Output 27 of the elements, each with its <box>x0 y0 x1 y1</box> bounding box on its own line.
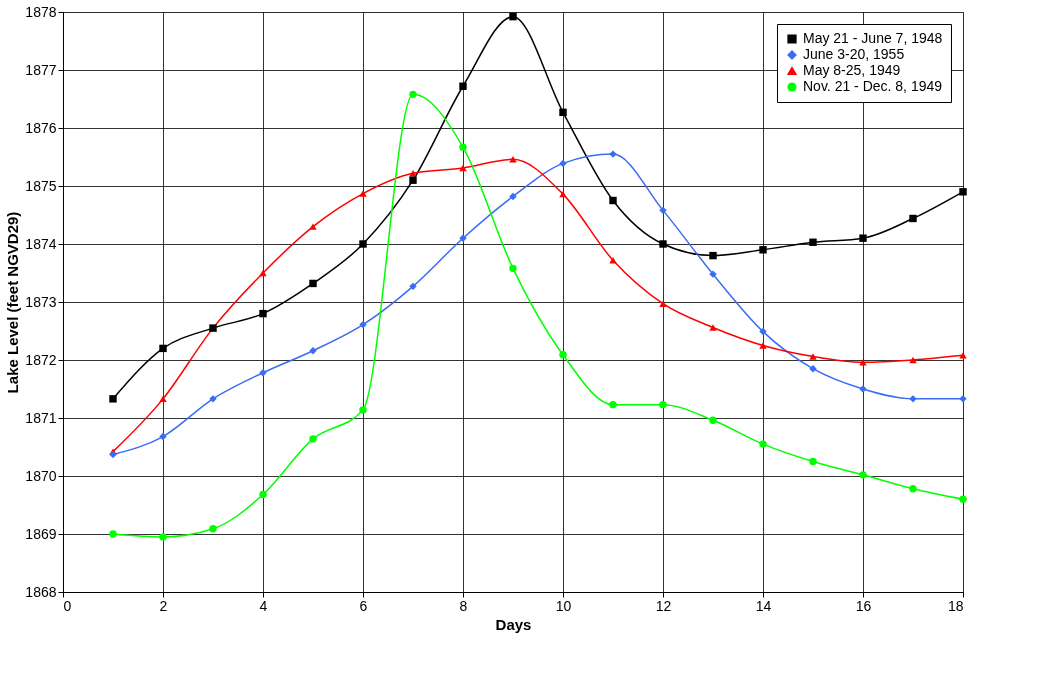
x-tick-label: 12 <box>655 597 672 614</box>
y-tick-label: 1874 <box>25 235 57 252</box>
x-tick-label: 6 <box>359 597 368 614</box>
x-axis-title: Days <box>495 615 532 633</box>
legend-label: May 8-25, 1949 <box>803 62 901 78</box>
legend-label: June 3-20, 1955 <box>803 46 905 62</box>
x-tick-label: 4 <box>259 597 268 614</box>
x-tick-label: 2 <box>159 597 168 614</box>
y-tick-label: 1876 <box>25 119 57 136</box>
legend-label: Nov. 21 - Dec. 8, 1949 <box>803 78 943 94</box>
x-tick-label: 16 <box>855 597 872 614</box>
y-tick-label: 1871 <box>25 409 57 426</box>
y-tick-label: 1875 <box>25 177 57 194</box>
x-tick-label: 14 <box>755 597 772 614</box>
y-tick-label: 1877 <box>25 61 57 78</box>
x-tick-label: 18 <box>947 597 964 614</box>
y-tick-label: 1870 <box>25 467 57 484</box>
legend-label: May 21 - June 7, 1948 <box>803 30 943 46</box>
y-tick-label: 1869 <box>25 525 57 542</box>
x-tick-label: 8 <box>459 597 468 614</box>
y-tick-label: 1872 <box>25 351 57 368</box>
y-tick-label: 1868 <box>25 583 57 600</box>
x-tick-label: 10 <box>555 597 572 614</box>
y-axis-title: Lake Level (feet NGVD29) <box>4 211 22 394</box>
x-tick-label: 0 <box>63 597 72 614</box>
y-tick-label: 1873 <box>25 293 57 310</box>
y-tick-label: 1878 <box>25 3 57 20</box>
